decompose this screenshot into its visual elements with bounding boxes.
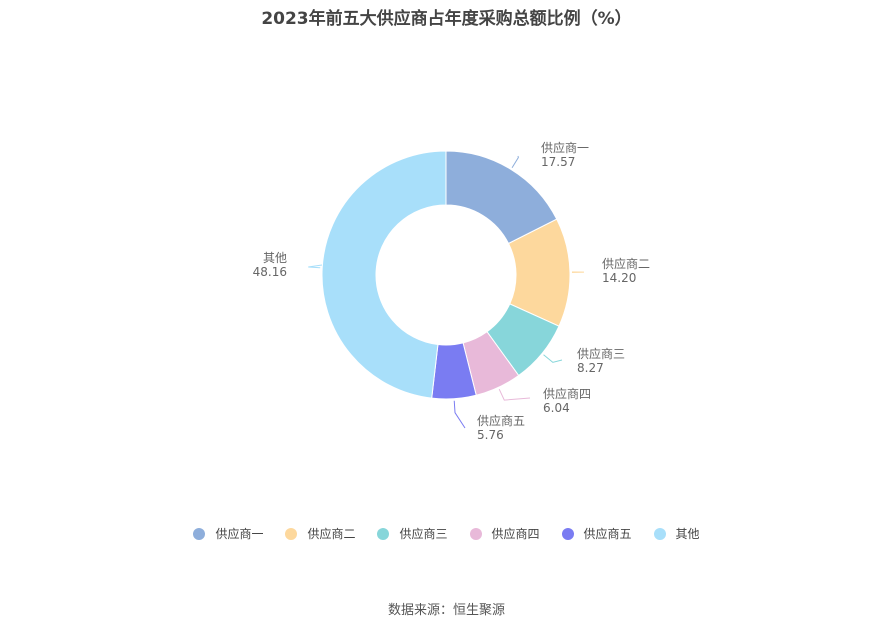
slice-value-label: 6.04 <box>543 401 570 415</box>
slice-value-label: 8.27 <box>577 361 604 375</box>
slice-name-label: 供应商二 <box>602 256 650 271</box>
data-source: 数据来源：恒生聚源 <box>387 603 505 618</box>
leader-line-4 <box>498 388 531 401</box>
legend-swatch <box>561 527 574 540</box>
legend: 供应商一 供应商二 供应商三 供应商四 供应商五 其他 <box>0 525 893 542</box>
slice-6[interactable] <box>321 150 447 399</box>
leader-line-6 <box>308 264 323 269</box>
legend-swatch <box>653 527 666 540</box>
legend-swatch <box>469 527 482 540</box>
leader-line-5 <box>453 400 466 429</box>
legend-item[interactable]: 供应商三 <box>377 525 448 542</box>
legend-swatch <box>285 527 298 540</box>
legend-label: 供应商四 <box>491 527 540 541</box>
legend-item[interactable]: 其他 <box>653 525 700 542</box>
slice-value-label: 17.57 <box>541 155 575 169</box>
slice-name-label: 其他 <box>263 251 287 265</box>
leader-line-3 <box>543 354 563 363</box>
legend-label: 供应商二 <box>307 527 356 541</box>
legend-item[interactable]: 供应商一 <box>193 525 263 542</box>
legend-label: 供应商三 <box>399 527 448 541</box>
legend-swatch <box>377 527 390 540</box>
slice-name-label: 供应商五 <box>477 413 525 428</box>
legend-item[interactable]: 供应商五 <box>561 525 632 542</box>
slice-value-label: 48.16 <box>253 265 287 279</box>
slice-name-label: 供应商四 <box>543 386 591 401</box>
legend-item[interactable]: 供应商四 <box>469 525 540 542</box>
donut-slices <box>321 150 571 400</box>
slice-name-label: 供应商三 <box>577 346 625 361</box>
slice-value-label: 5.76 <box>477 428 504 442</box>
legend-label: 其他 <box>675 527 700 541</box>
legend-label: 供应商一 <box>215 527 264 541</box>
legend-label: 供应商五 <box>583 527 632 541</box>
slice-name-label: 供应商一 <box>541 140 589 155</box>
chart-title: 2023年前五大供应商占年度采购总额比例（%） <box>261 9 632 29</box>
slice-value-label: 14.20 <box>602 271 636 285</box>
legend-item[interactable]: 供应商二 <box>285 525 355 542</box>
legend-swatch <box>193 527 206 540</box>
leader-line-1 <box>511 155 519 168</box>
